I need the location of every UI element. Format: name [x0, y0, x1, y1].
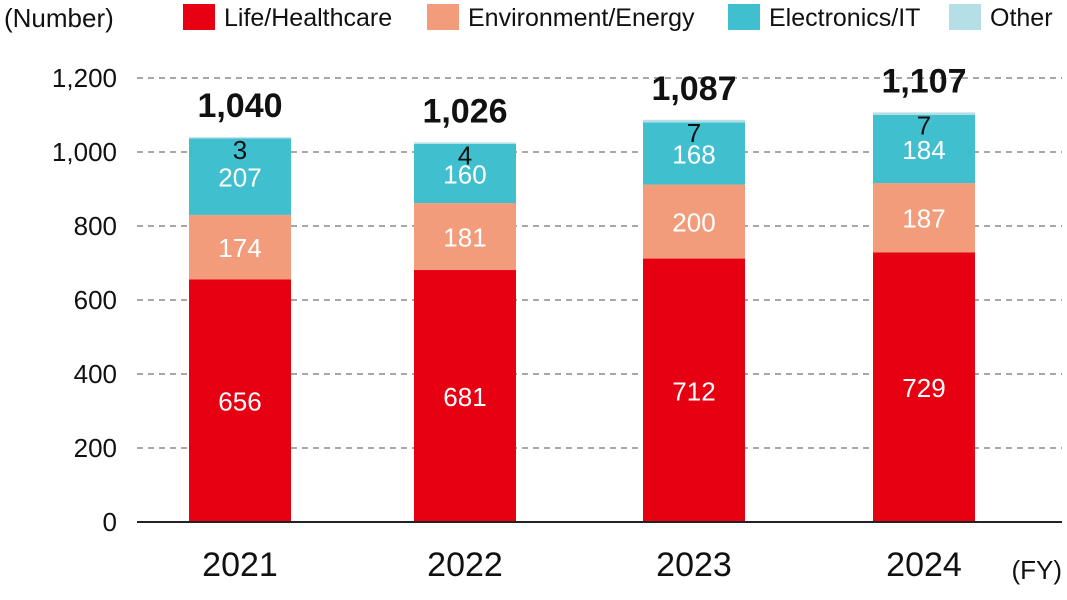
bar-segment-environment-energy — [414, 203, 516, 271]
legend-label: Electronics/IT — [769, 4, 920, 32]
legend-label: Other — [990, 4, 1053, 32]
bars: 65617420731,04068118116041,0267122001687… — [189, 62, 975, 522]
bar-segment-other — [643, 119, 745, 123]
legend-swatch — [728, 4, 760, 30]
segment-value-label: 4 — [458, 140, 472, 170]
segment-value-label: 207 — [218, 163, 261, 193]
y-tick-label: 1,200 — [52, 63, 117, 93]
bar-segment-electronics-it — [643, 122, 745, 185]
segment-value-label: 3 — [233, 135, 247, 165]
total-label: 1,026 — [422, 92, 507, 130]
total-label: 1,087 — [651, 70, 736, 108]
y-axis-label: (Number) — [4, 3, 114, 33]
axes: 0 200 400 600 800 1,000 1,200 2021 2022 2023 2024 — [52, 63, 1062, 584]
bar-segment-environment-energy — [643, 184, 745, 259]
y-tick-label: 1,000 — [52, 137, 117, 167]
y-tick-label: 200 — [74, 433, 117, 463]
y-tick-label: 0 — [103, 507, 117, 537]
segment-value-label: 729 — [902, 373, 945, 403]
bar-segment-electronics-it — [189, 138, 291, 215]
legend-label: Environment/Energy — [468, 4, 695, 32]
segment-value-label: 184 — [902, 135, 945, 165]
x-tick-label: 2022 — [427, 546, 503, 584]
bar-segment-life-healthcare — [189, 279, 291, 522]
segment-value-label: 7 — [917, 110, 931, 140]
bar-segment-other — [189, 137, 291, 139]
bar-segment-electronics-it — [873, 115, 975, 184]
segment-value-label: 7 — [687, 118, 701, 148]
segment-value-label: 200 — [672, 208, 715, 238]
x-tick-label: 2021 — [202, 546, 278, 584]
y-tick-label: 400 — [74, 359, 117, 389]
segment-value-label: 174 — [218, 233, 261, 263]
segment-value-label: 168 — [672, 139, 715, 169]
segment-value-label: 681 — [443, 382, 486, 412]
legend-label: Life/Healthcare — [224, 4, 392, 32]
bar-segment-life-healthcare — [873, 252, 975, 522]
x-tick-label: 2024 — [886, 546, 962, 584]
y-tick-label: 800 — [74, 211, 117, 241]
bar-segment-life-healthcare — [414, 270, 516, 522]
bar-segment-other — [414, 142, 516, 144]
bar-segment-life-healthcare — [643, 258, 745, 522]
segment-value-label: 187 — [902, 204, 945, 234]
bar-segment-environment-energy — [189, 214, 291, 280]
bar-segment-environment-energy — [873, 183, 975, 253]
segment-value-label: 712 — [672, 376, 715, 406]
segment-value-label: 160 — [443, 159, 486, 189]
total-label: 1,040 — [197, 87, 282, 125]
legend-swatch — [427, 4, 459, 30]
segment-value-label: 656 — [218, 387, 261, 417]
bar-segment-electronics-it — [414, 143, 516, 204]
segment-value-label: 181 — [443, 223, 486, 253]
legend: Life/Healthcare Environment/Energy Electro… — [183, 4, 1053, 32]
x-axis-label: (FY) — [1011, 555, 1062, 585]
total-label: 1,107 — [881, 62, 966, 100]
legend-swatch — [183, 4, 215, 30]
bar-segment-other — [873, 112, 975, 115]
y-tick-label: 600 — [74, 285, 117, 315]
x-tick-label: 2023 — [656, 546, 732, 584]
legend-swatch — [949, 4, 981, 30]
